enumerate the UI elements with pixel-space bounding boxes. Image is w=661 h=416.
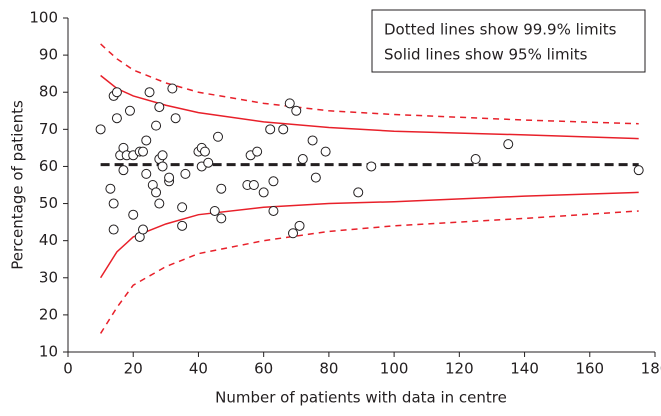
point — [128, 209, 139, 220]
y-tick-label: 70 — [39, 120, 58, 138]
x-tick-label: 120 — [445, 360, 474, 378]
y-tick-label: 40 — [39, 231, 58, 249]
point — [170, 113, 181, 124]
point — [154, 102, 165, 113]
point — [151, 120, 162, 131]
x-tick-label: 0 — [63, 360, 73, 378]
point — [105, 183, 116, 194]
point — [154, 198, 165, 209]
x-axis-label: Number of patients with data in centre — [215, 389, 507, 407]
control-line — [100, 43, 639, 125]
point — [265, 124, 276, 135]
point — [216, 213, 227, 224]
point — [278, 124, 289, 135]
x-tick-label: 60 — [254, 360, 273, 378]
point — [209, 205, 220, 216]
y-tick-label: 20 — [39, 305, 58, 323]
point — [141, 168, 152, 179]
y-tick-label: 60 — [39, 157, 58, 175]
point — [177, 202, 188, 213]
point — [138, 224, 149, 235]
x-tick-label: 40 — [189, 360, 208, 378]
legend-box — [371, 9, 646, 73]
point — [297, 154, 308, 165]
annotation: Solid lines show 95% limits — [384, 46, 588, 64]
point — [203, 157, 214, 168]
point — [288, 228, 299, 239]
x-tick-label: 80 — [319, 360, 338, 378]
y-tick-label: 90 — [39, 46, 58, 64]
point — [157, 161, 168, 172]
point — [108, 198, 119, 209]
point — [310, 172, 321, 183]
y-tick-label: 80 — [39, 83, 58, 101]
point — [294, 220, 305, 231]
point — [216, 183, 227, 194]
point — [138, 146, 149, 157]
point — [95, 124, 106, 135]
control-line — [99, 210, 639, 334]
point — [180, 168, 191, 179]
point — [258, 187, 269, 198]
point — [151, 187, 162, 198]
point — [213, 131, 224, 142]
x-tick-label: 100 — [380, 360, 409, 378]
x-tick-label: 180 — [641, 360, 661, 378]
point — [268, 205, 279, 216]
point — [164, 172, 175, 183]
point — [353, 187, 364, 198]
control-line — [100, 74, 639, 140]
point — [470, 154, 481, 165]
point — [118, 165, 129, 176]
point — [108, 224, 119, 235]
point — [199, 146, 210, 157]
point — [320, 146, 331, 157]
point — [124, 105, 135, 116]
point — [157, 150, 168, 161]
y-axis-label: Percentage of patients — [9, 100, 27, 270]
x-tick-label: 160 — [575, 360, 604, 378]
point — [307, 135, 318, 146]
point — [141, 135, 152, 146]
y-tick-label: 10 — [39, 343, 58, 361]
point — [111, 113, 122, 124]
x-tick-label: 20 — [124, 360, 143, 378]
point — [111, 87, 122, 98]
point — [177, 220, 188, 231]
point — [248, 180, 259, 190]
y-tick-label: 100 — [29, 9, 58, 27]
point — [167, 83, 178, 94]
x-tick-label: 140 — [510, 360, 539, 378]
point — [252, 146, 263, 157]
annotation: Dotted lines show 99.9% limits — [384, 21, 617, 39]
point — [503, 139, 514, 150]
point — [366, 161, 377, 172]
point — [633, 165, 644, 176]
y-tick-label: 50 — [39, 194, 58, 212]
point — [144, 87, 155, 98]
point — [284, 98, 295, 109]
point — [291, 105, 302, 116]
control-line — [99, 191, 639, 279]
point — [268, 176, 279, 187]
y-tick-label: 30 — [39, 268, 58, 286]
